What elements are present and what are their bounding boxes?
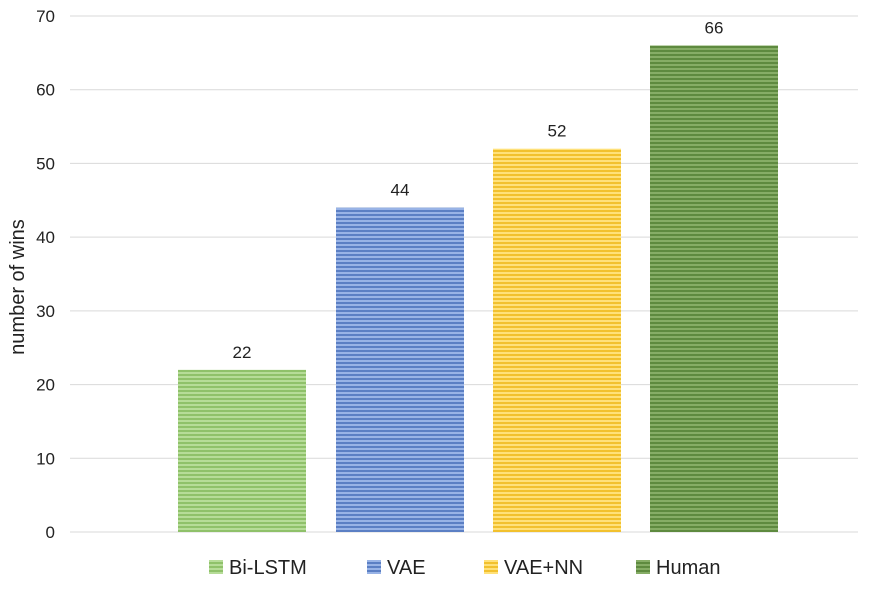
- legend-swatch-human: [636, 560, 650, 574]
- bar-vae: [336, 207, 464, 532]
- y-tick-label-40: 40: [36, 228, 55, 247]
- legend-label-bi-lstm: Bi-LSTM: [229, 557, 307, 579]
- data-label-human: 66: [705, 18, 724, 37]
- legend-label-human: Human: [656, 557, 720, 579]
- legend-swatch-vae: [367, 560, 381, 574]
- data-label-vae: 44: [391, 181, 410, 200]
- data-label-bi-lstm: 22: [233, 343, 252, 362]
- y-tick-label-30: 30: [36, 302, 55, 321]
- legend-swatch-vae-nn: [484, 560, 498, 574]
- bar-bi-lstm: [178, 369, 306, 532]
- data-label-vae-nn: 52: [548, 122, 567, 141]
- legend-item-human: Human: [636, 557, 720, 579]
- legend-swatch-bi-lstm: [209, 560, 223, 574]
- bar-vae-nn: [493, 148, 621, 532]
- bars: [178, 45, 778, 532]
- y-tick-label-0: 0: [46, 523, 55, 542]
- legend-item-vae-nn: VAE+NN: [484, 557, 583, 579]
- data-labels: 22 44 52 66: [233, 18, 724, 361]
- y-tick-label-70: 70: [36, 7, 55, 26]
- y-tick-label-20: 20: [36, 376, 55, 395]
- legend: Bi-LSTM VAE VAE+NN Human: [209, 557, 720, 579]
- y-tick-label-10: 10: [36, 449, 55, 468]
- legend-label-vae: VAE: [387, 557, 426, 579]
- y-axis-label: number of wins: [7, 219, 29, 355]
- legend-label-vae-nn: VAE+NN: [504, 557, 583, 579]
- bar-human: [650, 45, 778, 532]
- y-tick-label-50: 50: [36, 154, 55, 173]
- y-axis: 0 10 20 30 40 50 60 70: [36, 7, 55, 542]
- legend-item-bi-lstm: Bi-LSTM: [209, 557, 307, 579]
- y-tick-label-60: 60: [36, 81, 55, 100]
- legend-item-vae: VAE: [367, 557, 426, 579]
